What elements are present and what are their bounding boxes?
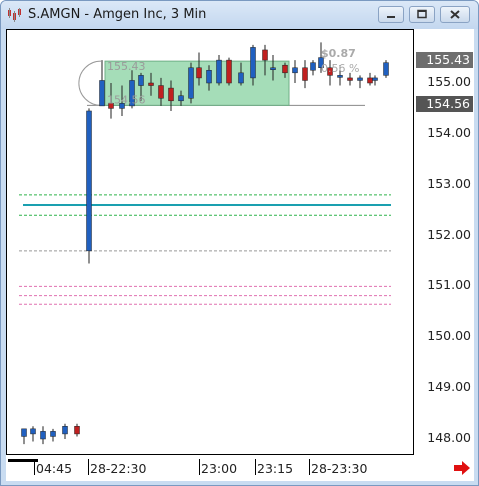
candle-body <box>40 431 46 440</box>
candle-body <box>196 67 202 79</box>
candle-body <box>188 67 194 99</box>
candle-body <box>347 77 353 81</box>
time-axis-tick <box>309 459 310 475</box>
time-axis-label: 28-23:30 <box>311 461 368 476</box>
candle-body <box>270 67 276 70</box>
candle-body <box>206 70 212 84</box>
candle-body <box>216 59 222 84</box>
candle-body <box>327 67 333 76</box>
price-axis-label: 148.00 <box>427 430 471 445</box>
candle-body <box>250 47 256 79</box>
time-axis-tick <box>88 459 89 475</box>
candlestick-chart[interactable]: 155.43 154.56 $0.87 0.56 % <box>7 30 413 454</box>
range-low-label: 154.56 <box>107 93 146 106</box>
chart-app-icon <box>8 8 21 22</box>
candle-body <box>119 103 125 109</box>
candle-body <box>318 57 324 68</box>
candle-body <box>168 87 174 102</box>
candle-body <box>158 85 164 99</box>
candle-body <box>292 67 298 74</box>
price-axis-label: 155.00 <box>427 74 471 89</box>
candle-body <box>148 82 154 86</box>
candle-body <box>108 103 114 109</box>
candle-body <box>372 77 378 81</box>
scroll-right-arrow-icon[interactable] <box>453 461 471 475</box>
candle-body <box>310 62 316 71</box>
range-high-label: 155.43 <box>107 60 146 73</box>
close-button[interactable] <box>440 6 470 23</box>
maximize-button[interactable] <box>409 6 435 23</box>
candle-body <box>357 77 363 81</box>
chart-area: 155.43 154.56 $0.87 0.56 % 155.43 154.56 04… <box>6 29 474 481</box>
price-axis-label: 149.00 <box>427 379 471 395</box>
candle-body <box>62 426 68 435</box>
candle-body <box>282 64 288 74</box>
price-axis-label: 150.00 <box>427 328 471 344</box>
candle-body <box>138 75 144 86</box>
candle-body <box>129 80 135 107</box>
price-axis-label: 154.00 <box>427 124 471 140</box>
time-axis-label: 23:00 <box>201 461 238 476</box>
time-axis-tick <box>34 459 35 475</box>
title-bar[interactable]: S.AMGN - Amgen Inc, 3 Min <box>1 1 478 29</box>
candle-body <box>86 110 92 252</box>
candle-body <box>21 428 27 437</box>
candle-body <box>50 431 56 437</box>
candle-body <box>337 75 343 78</box>
candle-body <box>178 95 184 102</box>
time-axis-tick <box>255 459 256 475</box>
change-amount-label: $0.87 <box>321 47 356 60</box>
candle-body <box>226 59 232 84</box>
last-price-tag: 155.43 <box>416 52 473 69</box>
range-box-left-cap <box>78 60 102 106</box>
maximize-icon <box>417 9 427 19</box>
price-axis-label: 151.00 <box>427 277 471 293</box>
time-axis[interactable]: 04:45 28-22:30 23:00 23:15 28-23:30 <box>6 459 414 481</box>
candle-body <box>99 80 105 107</box>
time-axis-label: 23:15 <box>257 461 294 476</box>
time-axis-label: 28-22:30 <box>90 461 147 476</box>
price-axis-label: 153.00 <box>427 175 471 191</box>
low-price-tag: 154.56 <box>416 96 473 113</box>
minimize-button[interactable] <box>378 6 404 23</box>
candle-body <box>262 49 268 61</box>
candle-body <box>367 77 373 84</box>
price-chart[interactable]: 155.43 154.56 $0.87 0.56 % <box>6 29 414 455</box>
price-axis-label: 152.00 <box>427 226 471 242</box>
window-title: S.AMGN - Amgen Inc, 3 Min <box>28 7 207 22</box>
candle-body <box>30 428 36 435</box>
close-icon <box>450 10 460 19</box>
candle-body <box>74 426 80 435</box>
candle-body <box>302 67 308 81</box>
change-percent-label: 0.56 % <box>321 62 359 75</box>
candle-body <box>238 72 244 84</box>
time-axis-scroll-marker <box>8 459 38 462</box>
candle-body <box>383 62 389 76</box>
time-axis-label: 04:45 <box>36 461 73 476</box>
minimize-icon <box>387 16 395 18</box>
time-axis-tick <box>199 459 200 475</box>
